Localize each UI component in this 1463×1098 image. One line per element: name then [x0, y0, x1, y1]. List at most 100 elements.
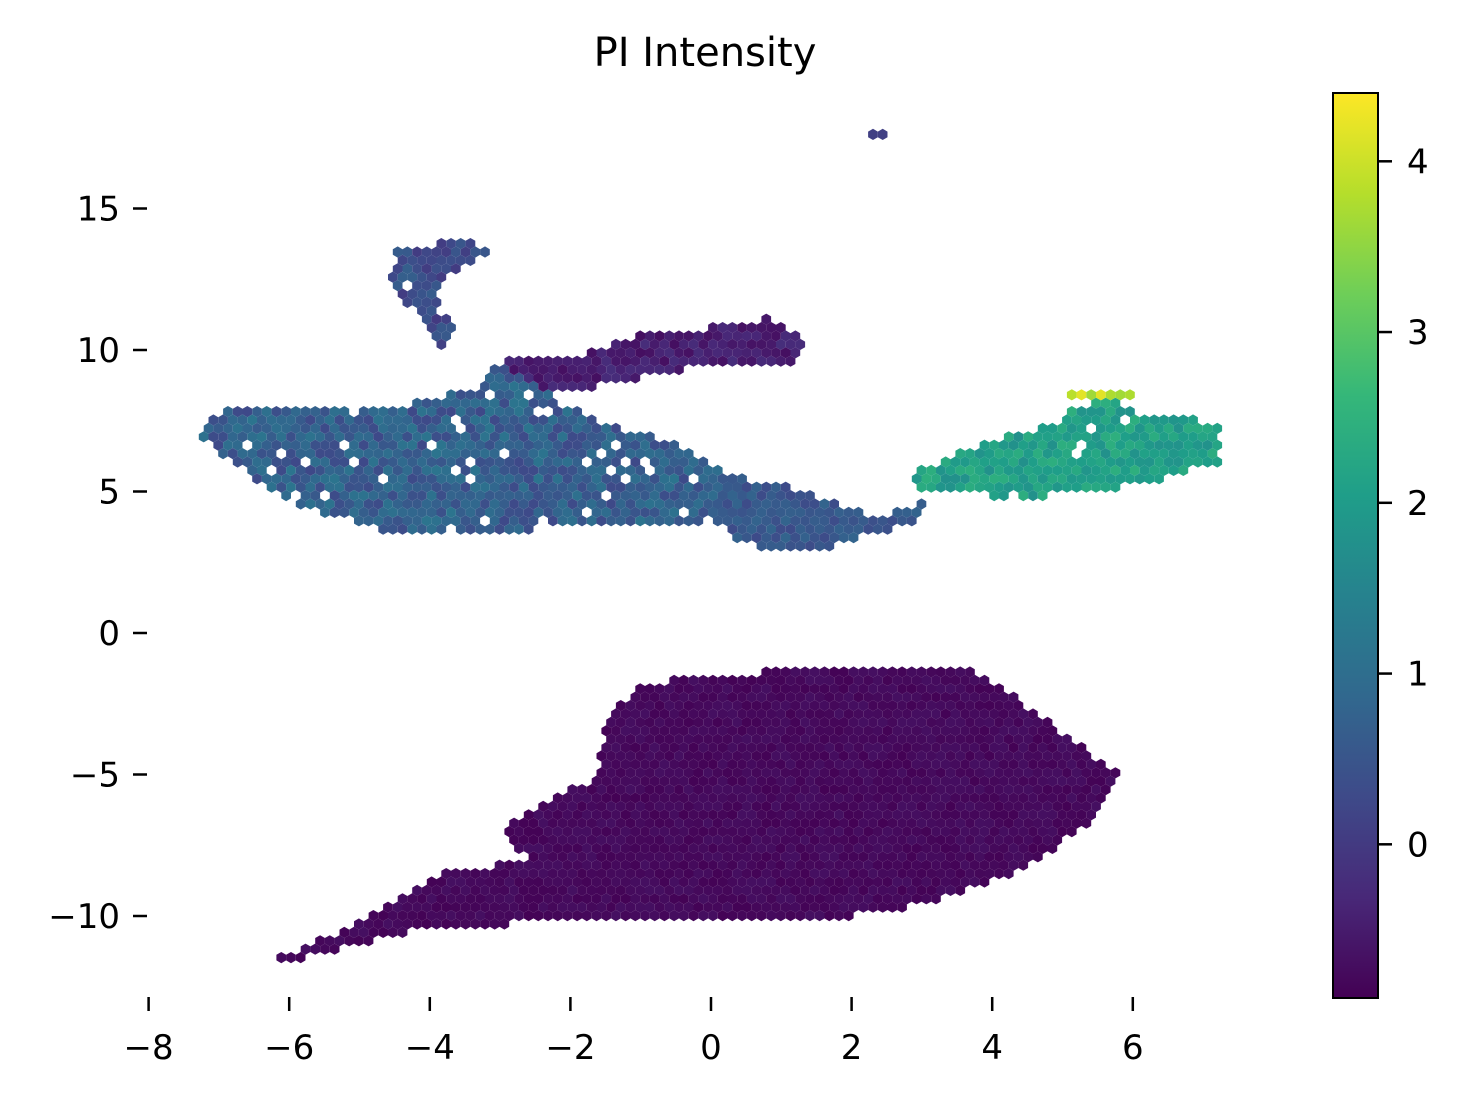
hex-cell: [640, 876, 650, 888]
hex-cell: [523, 456, 534, 468]
hex-cell: [712, 901, 723, 913]
hex-cell: [630, 809, 641, 821]
hex-cell: [402, 263, 413, 275]
hex-cell: [523, 809, 534, 821]
hex-cell: [552, 842, 563, 854]
hex-cell: [974, 448, 985, 460]
hex-cell: [814, 893, 825, 905]
hex-cell: [751, 498, 762, 510]
hex-cell: [611, 506, 621, 518]
hex-cell: [577, 834, 587, 846]
hex-cell: [814, 809, 825, 821]
hex-cell: [421, 481, 432, 493]
hex-cell: [877, 884, 888, 896]
hex-cell: [489, 448, 500, 460]
hex-cell: [518, 884, 529, 896]
hex-cell: [950, 876, 961, 888]
hex-cell: [533, 506, 544, 518]
hex-cell: [960, 826, 970, 838]
hex-cell: [897, 851, 907, 863]
hex-cell: [213, 439, 224, 451]
hex-cell: [436, 406, 447, 418]
hex-cell: [1071, 817, 1082, 829]
hex-cell: [586, 481, 597, 493]
hex-cell: [470, 397, 481, 409]
hex-cell: [518, 448, 529, 460]
hex-cell: [916, 733, 927, 745]
hex-cell: [358, 473, 369, 485]
hex-cell: [611, 473, 621, 485]
hex-cell: [339, 406, 350, 418]
hex-cell: [683, 448, 694, 460]
hex-cell: [1028, 708, 1038, 720]
hex-cell: [620, 439, 631, 451]
hex-cell: [994, 767, 1004, 779]
hex-cell: [1008, 792, 1019, 804]
hex-cell: [1096, 439, 1106, 451]
hex-cell: [693, 750, 704, 762]
hex-cell: [504, 456, 515, 468]
hex-cell: [591, 893, 602, 905]
hex-cell: [863, 792, 873, 804]
hex-cell: [300, 490, 311, 502]
hex-cell: [567, 431, 578, 443]
hex-cell: [232, 406, 243, 418]
hex-cell: [586, 364, 597, 376]
hex-cell: [693, 330, 704, 342]
hex-cell: [848, 666, 859, 678]
hex-cell: [625, 834, 636, 846]
hex-cell: [722, 800, 733, 812]
hex-cell: [1197, 448, 1208, 460]
hex-cell: [853, 826, 864, 838]
hex-cell: [906, 784, 917, 796]
hex-cell: [582, 859, 592, 871]
hex-cell: [1062, 431, 1072, 443]
hex-cell: [984, 817, 995, 829]
hex-cell: [625, 868, 636, 880]
hex-cell: [620, 490, 631, 502]
hex-cell: [630, 456, 641, 468]
hex-cell: [940, 758, 951, 770]
hex-cell: [853, 758, 864, 770]
hex-cell: [766, 876, 776, 888]
hex-cell: [790, 683, 801, 695]
hex-cell: [674, 817, 684, 829]
hex-cell: [1008, 742, 1019, 754]
hex-cell: [926, 700, 936, 712]
hex-cell: [465, 254, 476, 266]
hex-cell: [776, 523, 786, 535]
hex-cell: [601, 876, 612, 888]
hex-cell: [620, 372, 631, 384]
hex-cell: [873, 775, 883, 787]
hex-cell: [766, 826, 776, 838]
hex-cell: [1033, 851, 1043, 863]
hex-cell: [824, 725, 835, 737]
hex-cell: [528, 380, 539, 392]
hex-cell: [611, 859, 621, 871]
hex-cell: [945, 800, 956, 812]
hex-cell: [305, 414, 316, 426]
hex-cell: [839, 784, 849, 796]
hex-cell: [688, 355, 699, 367]
hex-cell: [751, 817, 762, 829]
hex-cell: [276, 431, 287, 443]
hex-cell: [305, 498, 316, 510]
hex-cell: [1134, 439, 1145, 451]
x-tick-label: 0: [700, 1028, 722, 1068]
hex-cell: [368, 406, 379, 418]
hex-cell: [460, 246, 471, 258]
hex-cell: [509, 397, 519, 409]
hex-cell: [232, 439, 243, 451]
hex-cell: [383, 901, 393, 913]
hex-cell: [834, 859, 844, 871]
hex-cell: [722, 834, 733, 846]
hex-cell: [552, 372, 563, 384]
hex-cell: [703, 750, 713, 762]
hex-cell: [606, 448, 616, 460]
hex-cell: [640, 792, 650, 804]
hex-cell: [548, 481, 558, 493]
hex-cell: [780, 868, 791, 880]
hex-cell: [1066, 742, 1077, 754]
hex-cell: [509, 515, 519, 527]
hex-cell: [383, 918, 393, 930]
